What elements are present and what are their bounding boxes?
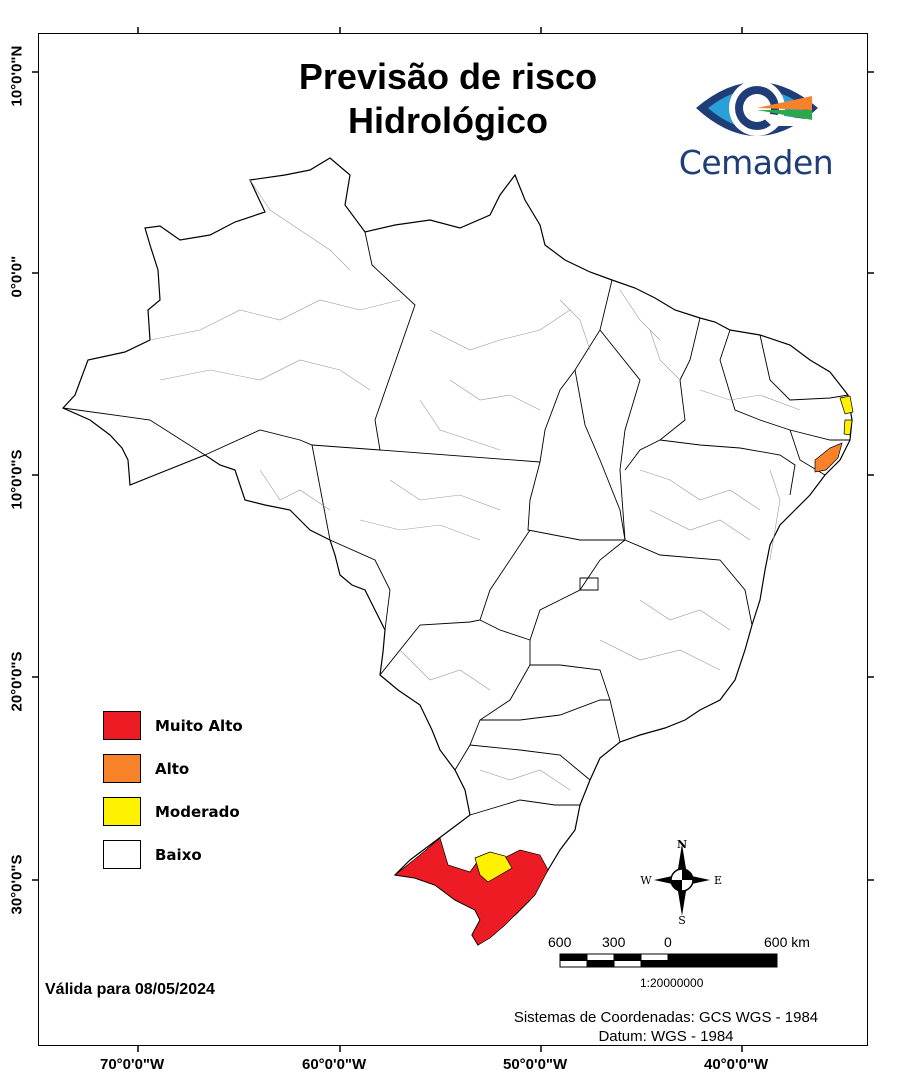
coordinate-system: Sistemas de Coordenadas: GCS WGS - 1984 (513, 1009, 819, 1026)
lat-label-10s: 10°0'0"S (8, 449, 26, 510)
title-line-2: Hidrológico (348, 100, 548, 141)
lat-label-10n: 10°0'0"N (8, 45, 26, 107)
compass-s: S (678, 914, 686, 927)
title-line-1: Previsão de risco (298, 56, 598, 97)
eye-icon (696, 80, 818, 136)
compass-n: N (677, 838, 687, 851)
coordinate-info: Sistemas de Coordenadas: GCS WGS - 1984 … (470, 1008, 862, 1046)
legend-label: Muito Alto (155, 717, 243, 735)
scale-ratio: 1:20000000 (640, 976, 704, 990)
state-boundaries (62, 231, 850, 816)
legend-label: Baixo (155, 846, 202, 864)
risk-area-moderado-pb (839, 395, 854, 415)
datum: Datum: WGS - 1984 (598, 1028, 734, 1045)
compass-w: W (640, 874, 652, 887)
logo-name: Cemaden (678, 143, 834, 182)
lon-label-70w: 70°0'0"W (100, 1056, 165, 1073)
legend-swatch (103, 711, 141, 740)
scale-label-0: 0 (664, 934, 672, 950)
scale-label-300: 300 (602, 934, 626, 950)
brazil-outline (61, 157, 853, 946)
lat-label-0: 0°0'0" (8, 255, 26, 298)
risk-area-moderado-rs (474, 851, 513, 883)
lon-label-50w: 50°0'0"W (503, 1056, 568, 1073)
lat-label-20s: 20°0'0"S (8, 651, 26, 712)
scale-label-600km: 600 km (764, 934, 810, 950)
map-title: Previsão de risco Hidrológico (238, 55, 658, 143)
graticule-ticks (32, 27, 874, 1052)
valid-date: Válida para 08/05/2024 (45, 981, 215, 998)
risk-area-moderado-pe (843, 419, 853, 436)
legend-label: Alto (155, 760, 190, 778)
scale-bar (559, 953, 778, 968)
compass-e: E (714, 874, 722, 887)
compass-rose (654, 844, 710, 916)
legend-swatch (103, 754, 141, 783)
lon-label-40w: 40°0'0"W (704, 1056, 769, 1073)
lon-label-60w: 60°0'0"W (302, 1056, 367, 1073)
region-boundaries (149, 179, 801, 791)
legend-label: Moderado (155, 803, 240, 821)
scale-label-600-left: 600 (548, 934, 572, 950)
legend-swatch (103, 797, 141, 826)
risk-area-alto-al (814, 442, 843, 473)
lat-label-30s: 30°0'0"S (8, 854, 26, 915)
legend-swatch (103, 840, 141, 869)
